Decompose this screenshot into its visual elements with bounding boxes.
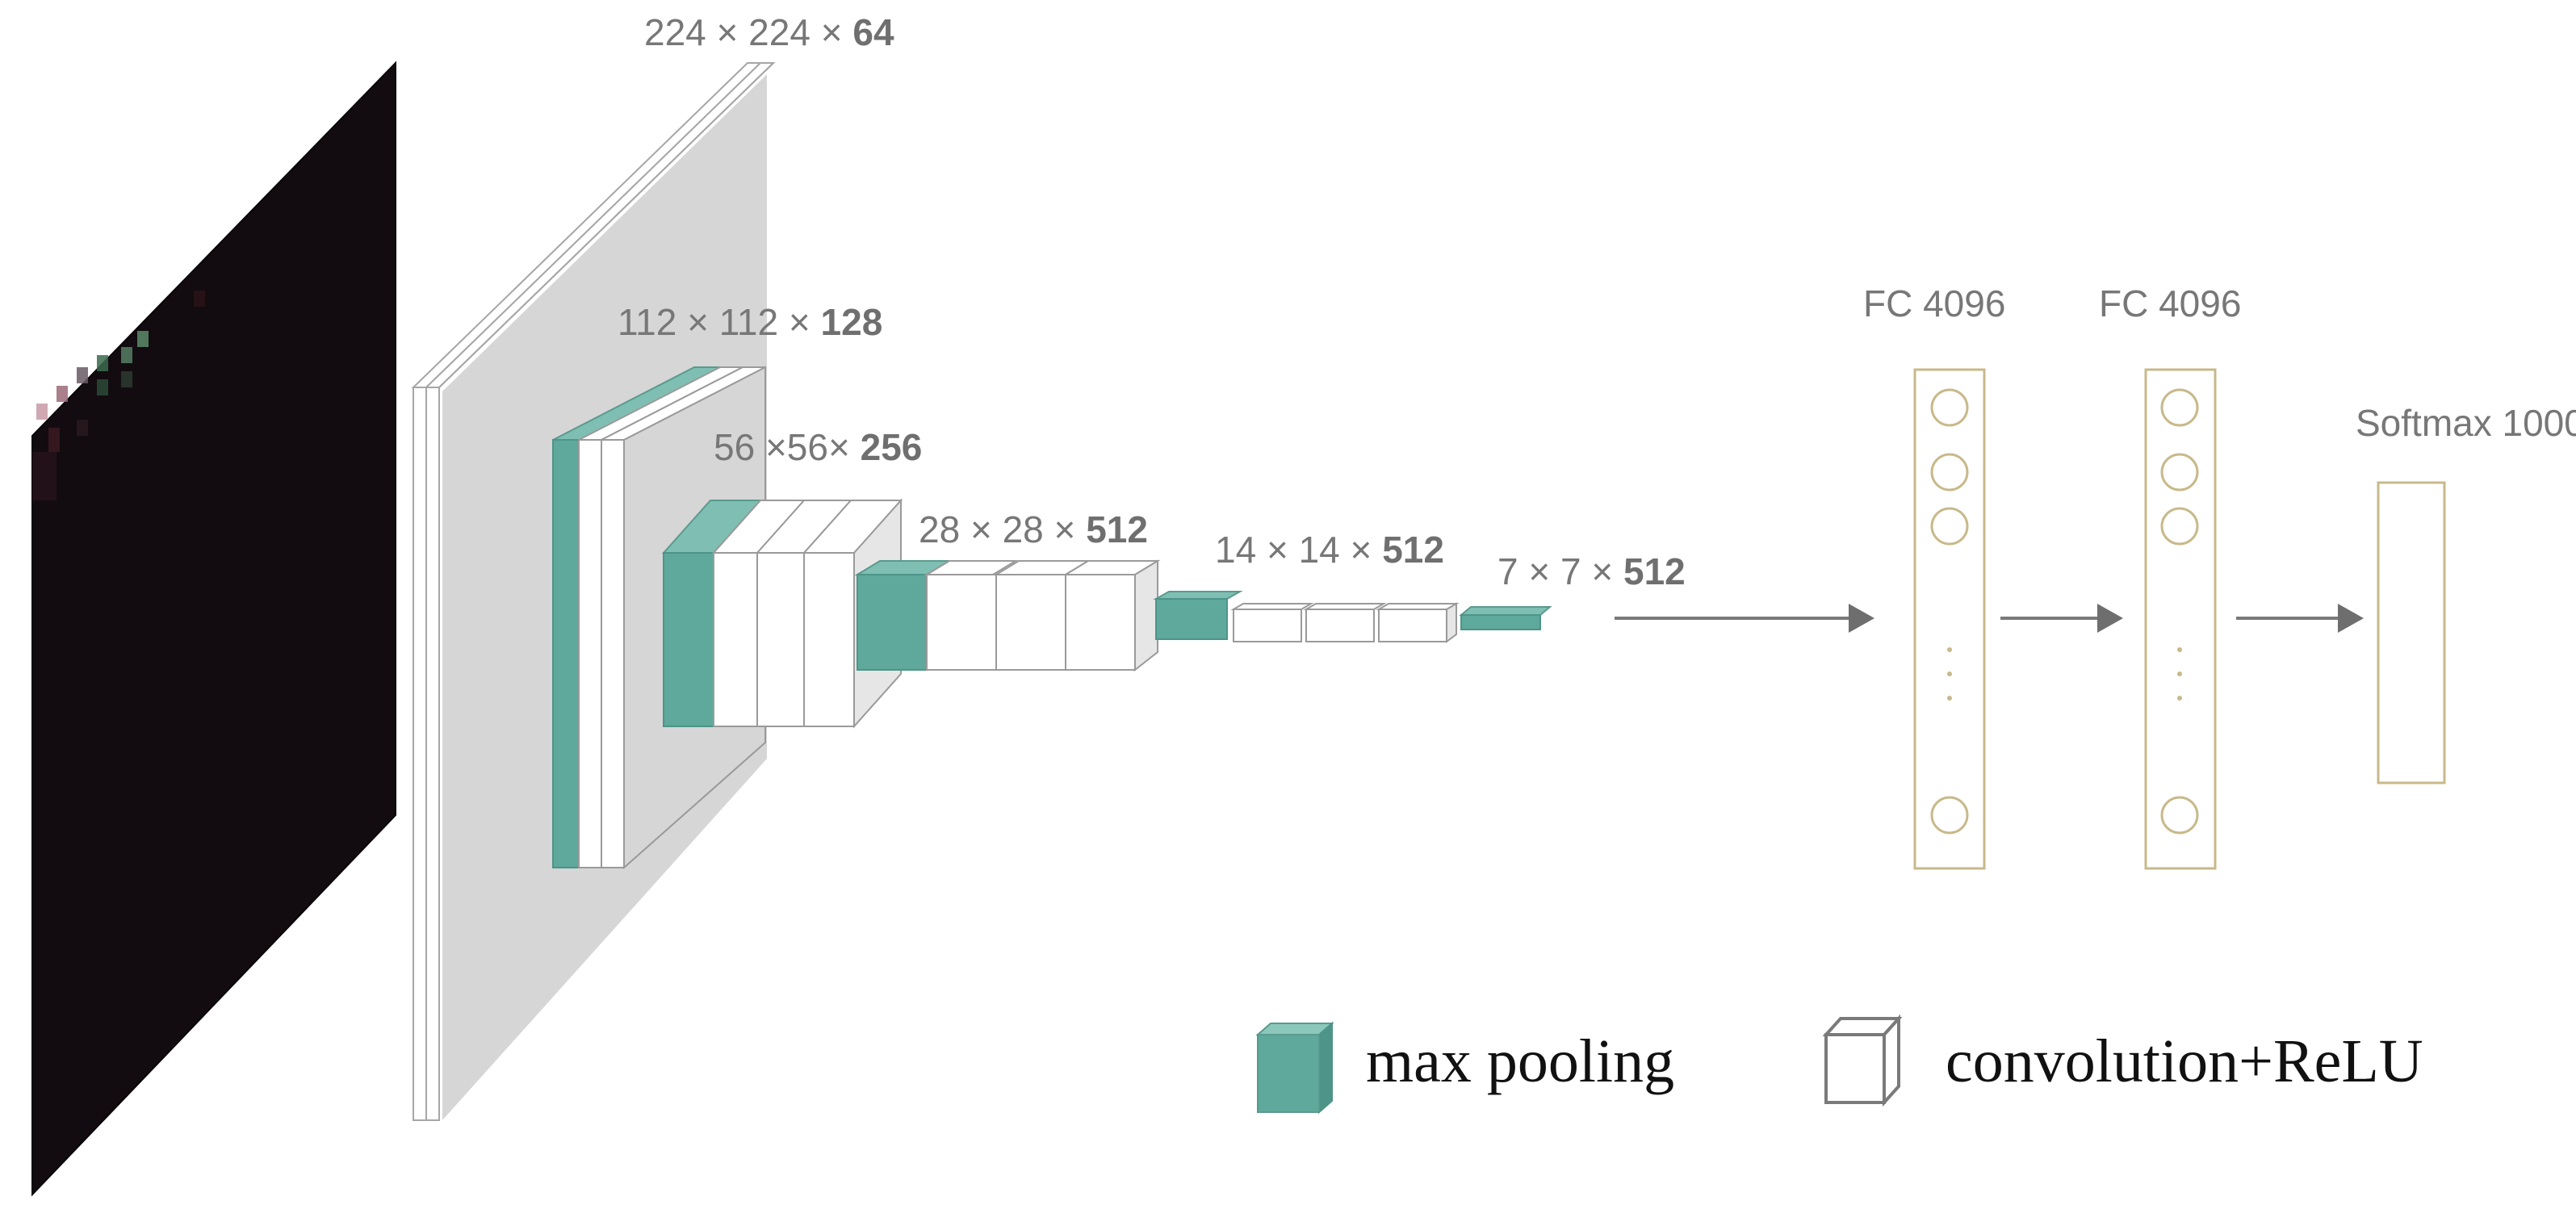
arrow-head-1 <box>1849 604 1874 633</box>
max-pooling-label: max pooling <box>1366 1027 1674 1095</box>
pool5-label: 7 × 7 × 512 <box>1497 550 1686 592</box>
block4-conv-2 <box>995 574 1066 671</box>
convolution-relu-icon <box>1822 1014 1903 1107</box>
arrow-head-3 <box>2338 604 2364 633</box>
pool5 <box>1459 606 1552 630</box>
block5 <box>1153 591 1460 643</box>
softmax-layer: Softmax 1000 <box>2356 402 2576 784</box>
convolution-relu-label: convolution+ReLU <box>1946 1027 2423 1095</box>
block3-label: 56 ×56× 256 <box>714 426 922 468</box>
block4-conv-1 <box>926 574 997 671</box>
fc2-neuron <box>2160 388 2199 427</box>
fc1-neuron <box>1930 388 1969 427</box>
fc1-ellipsis-dot <box>1947 647 1952 652</box>
block4-pool <box>857 574 928 671</box>
fc1-layer: FC 4096 <box>1863 282 2005 870</box>
block3-conv-3 <box>803 552 855 727</box>
input-image-pixels <box>32 291 205 500</box>
fc2-layer: FC 4096 <box>2099 282 2241 870</box>
block2-conv-1 <box>578 439 602 868</box>
block3-conv-2 <box>756 552 805 727</box>
block3-pool <box>663 552 714 727</box>
fc2-neuron <box>2160 796 2199 835</box>
block2-label: 112 × 112 × 128 <box>618 301 882 343</box>
block5-conv-2 <box>1305 609 1375 642</box>
max-pooling-icon <box>1255 1021 1334 1115</box>
input-image <box>31 61 396 1197</box>
softmax-box <box>2377 481 2446 784</box>
fc2-neuron <box>2160 507 2199 546</box>
block5-label: 14 × 14 × 512 <box>1215 529 1444 571</box>
flow-arrows <box>1615 604 2364 633</box>
block2 <box>552 366 766 870</box>
fc2-label: FC 4096 <box>2099 282 2241 324</box>
block5-conv-1 <box>1233 609 1302 642</box>
fc2-neuron <box>2160 453 2199 492</box>
block3-conv-1 <box>713 552 758 727</box>
fc2-ellipsis-dot <box>2177 647 2182 652</box>
fc2-ellipsis-dot <box>2177 671 2182 676</box>
block4-label: 28 × 28 × 512 <box>919 508 1148 550</box>
fc1-ellipsis-dot <box>1947 696 1952 701</box>
fc1-neuron <box>1930 507 1969 546</box>
fc1-ellipsis-dot <box>1947 671 1952 676</box>
fc2-ellipsis-dot <box>2177 696 2182 701</box>
legend: max pooling convolution+ReLU <box>1255 1014 2423 1115</box>
fc1-label: FC 4096 <box>1863 282 2005 324</box>
block5-conv-3 <box>1378 609 1447 642</box>
pool5-block <box>1460 614 1541 630</box>
softmax-label: Softmax 1000 <box>2356 402 2576 444</box>
block2-conv-2 <box>601 439 625 868</box>
fc1-neuron <box>1930 453 1969 492</box>
arrow-head-2 <box>2097 604 2123 633</box>
block4-conv-3 <box>1065 574 1136 671</box>
block4 <box>854 559 1161 672</box>
block1-label: 224 × 224 × 64 <box>644 11 894 53</box>
fc1-neuron <box>1930 796 1969 835</box>
block5-pool <box>1155 598 1228 640</box>
fc2-box <box>2144 368 2217 870</box>
block2-pool <box>552 439 580 868</box>
fc1-box <box>1913 368 1986 870</box>
